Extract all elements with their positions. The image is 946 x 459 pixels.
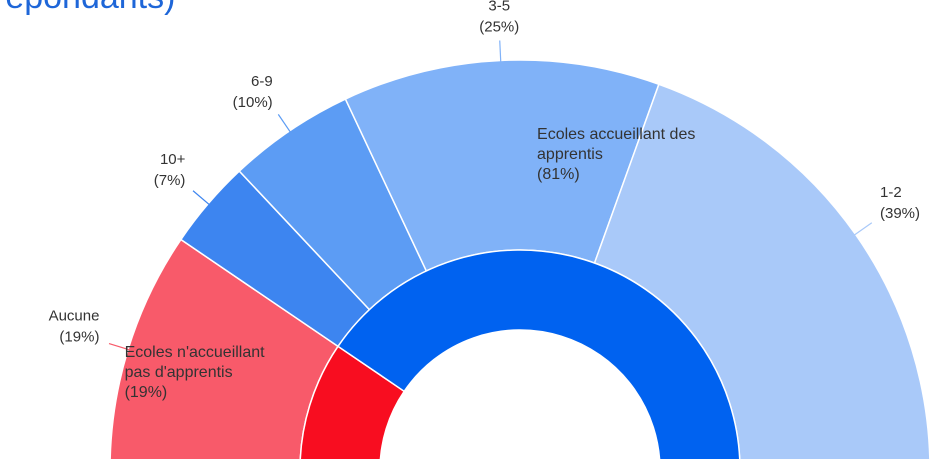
outer-label: 1-2 (39%) — [880, 184, 920, 222]
inner-label: Ecoles n'accueillant pas d'apprentis (19%… — [125, 343, 285, 403]
outer-label: 6-9 (10%) — [233, 73, 273, 111]
value-label: (7%) — [154, 172, 186, 189]
value-label: (19%) — [124, 383, 168, 401]
category-label: 3-5 — [488, 0, 510, 14]
value-label: (39%) — [880, 205, 920, 222]
leader-line — [108, 342, 134, 352]
category-label: 6-9 — [251, 73, 273, 90]
category-label: 1-2 — [880, 184, 902, 201]
leader-line — [277, 114, 293, 136]
category-label: Aucune — [49, 308, 100, 325]
leader-line — [192, 190, 213, 208]
chart-title: répondants) — [0, 0, 175, 17]
category-label: 10+ — [160, 151, 186, 168]
outer-label: Aucune (19%) — [49, 308, 100, 346]
value-label: (81%) — [537, 165, 580, 183]
leader-line — [499, 40, 502, 66]
leader-line — [851, 222, 873, 238]
outer-label: 3-5 (25%) — [479, 0, 519, 35]
inner-label: Ecoles accueillant des apprentis (81%) — [537, 125, 697, 185]
category-label: Ecoles accueillant des apprentis — [537, 125, 696, 163]
value-label: (19%) — [59, 329, 99, 346]
category-label: Ecoles n'accueillant pas d'apprentis — [124, 343, 265, 381]
slice — [336, 249, 741, 459]
outer-label: 10+ (7%) — [154, 151, 186, 189]
value-label: (25%) — [479, 18, 519, 35]
value-label: (10%) — [233, 94, 273, 111]
